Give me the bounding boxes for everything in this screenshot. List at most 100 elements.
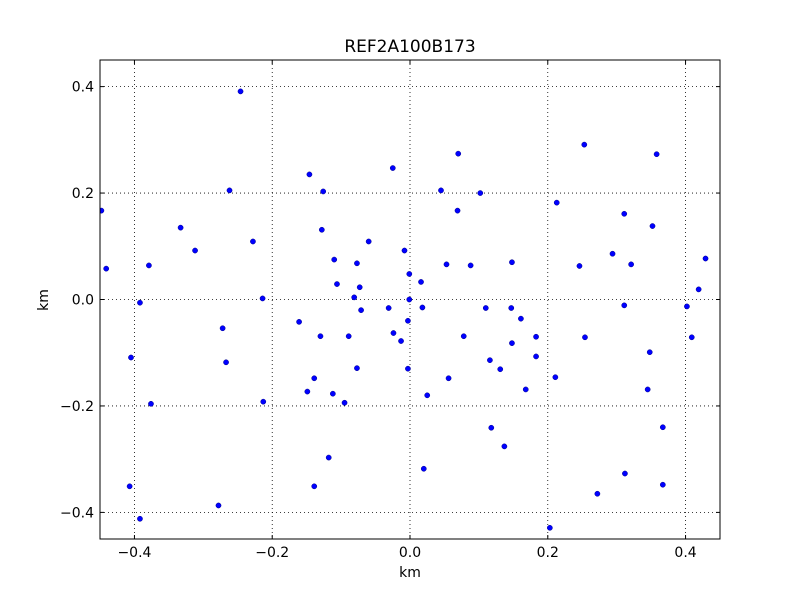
data-point	[128, 354, 134, 361]
data-point	[237, 88, 244, 95]
data-point	[533, 333, 539, 340]
y-tick-label: 0.4	[72, 80, 94, 96]
data-point	[177, 224, 184, 231]
data-point	[467, 262, 474, 269]
data-point	[508, 305, 515, 311]
data-point	[644, 386, 651, 393]
data-point	[317, 333, 324, 340]
data-point	[226, 187, 233, 194]
data-point	[331, 256, 338, 263]
data-point	[406, 271, 413, 277]
data-point	[649, 223, 656, 229]
data-point	[455, 150, 462, 157]
data-point	[334, 281, 340, 287]
data-point	[646, 349, 653, 356]
data-point	[103, 265, 110, 272]
grid	[100, 60, 720, 539]
data-point	[581, 141, 588, 148]
x-tick-label: 0.4	[674, 545, 696, 561]
data-point	[695, 286, 702, 293]
y-axis-label: km	[36, 289, 52, 311]
data-point	[594, 490, 601, 497]
data-point	[609, 250, 616, 257]
data-point	[260, 398, 267, 405]
data-point	[126, 483, 133, 490]
data-point	[621, 302, 628, 309]
x-tick-label: −0.4	[117, 545, 151, 561]
data-point	[482, 305, 489, 311]
data-point	[365, 238, 372, 245]
y-tick-label: −0.4	[60, 505, 94, 521]
data-point	[497, 366, 504, 373]
data-point	[443, 261, 450, 268]
data-point	[137, 515, 143, 522]
data-point	[522, 386, 529, 393]
data-point	[659, 424, 666, 431]
data-point	[684, 303, 690, 310]
data-point	[329, 390, 336, 397]
data-point	[509, 259, 515, 266]
data-point	[509, 340, 515, 346]
data-point	[688, 334, 695, 341]
data-point	[576, 263, 583, 269]
data-point	[100, 207, 105, 214]
data-point	[385, 305, 392, 311]
data-point	[533, 353, 539, 360]
data-point	[148, 400, 154, 407]
x-tick-label: −0.2	[255, 545, 289, 561]
data-point	[351, 294, 358, 301]
x-tick-label: 0.0	[399, 545, 421, 561]
data-point	[354, 365, 360, 372]
data-point	[454, 207, 461, 214]
data-point	[477, 190, 484, 196]
data-point	[311, 375, 318, 382]
data-point	[546, 524, 553, 531]
data-point	[250, 238, 256, 245]
data-point	[628, 261, 634, 268]
y-tick-label: 0.0	[72, 293, 94, 309]
data-point	[622, 470, 628, 477]
data-point	[659, 481, 666, 488]
data-point	[398, 338, 404, 344]
data-point	[552, 374, 559, 381]
data-point	[318, 226, 325, 233]
data-point	[192, 247, 198, 254]
data-point	[702, 255, 709, 262]
x-axis-label: km	[399, 565, 421, 581]
x-tick-label: 0.2	[537, 545, 559, 561]
data-point	[325, 454, 332, 461]
data-point	[341, 399, 348, 406]
data-point	[306, 171, 313, 178]
data-point	[401, 247, 408, 254]
data-point	[354, 260, 360, 267]
data-point	[358, 307, 364, 313]
data-point	[259, 295, 266, 302]
data-point	[296, 319, 302, 325]
data-point	[487, 357, 493, 364]
data-point	[223, 359, 229, 366]
data-point	[460, 333, 467, 340]
data-point	[438, 187, 444, 194]
data-point	[320, 188, 327, 195]
data-point	[311, 483, 318, 490]
data-point	[424, 392, 431, 399]
ticks: −0.4 −0.2 0.0 0.2 0.4 −0.4 −0.2 0.0 0.2 0.4	[60, 60, 720, 561]
chart-title: REF2A100B173	[344, 37, 475, 57]
data-points	[100, 88, 709, 531]
data-point	[219, 325, 226, 332]
data-point	[518, 315, 524, 322]
data-point	[345, 333, 352, 340]
data-point	[137, 299, 143, 306]
data-point	[356, 284, 363, 291]
data-point	[146, 262, 152, 269]
data-point	[405, 317, 411, 324]
data-point	[405, 365, 411, 372]
data-point	[445, 375, 452, 382]
data-point	[215, 502, 222, 509]
data-point	[501, 443, 508, 450]
data-point	[418, 279, 424, 285]
data-point	[389, 165, 396, 171]
